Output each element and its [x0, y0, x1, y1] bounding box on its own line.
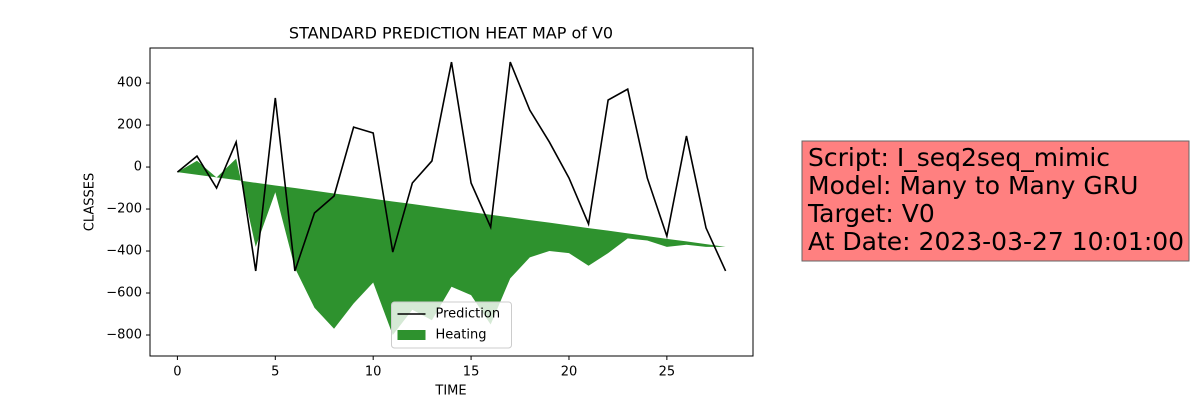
info-line: Script: I_seq2seq_mimic [808, 143, 1110, 172]
y-tick-label: −200 [106, 202, 142, 217]
x-tick-label: 15 [463, 365, 480, 380]
legend-label: Heating [436, 328, 487, 343]
info-line: Model: Many to Many GRU [808, 171, 1138, 200]
x-tick-label: 20 [561, 365, 578, 380]
x-tick-label: 25 [659, 365, 676, 380]
info-box [801, 140, 1190, 262]
legend-label: Prediction [436, 307, 501, 322]
x-axis-label: TIME [434, 384, 466, 399]
chart-title: STANDARD PREDICTION HEAT MAP of V0 [289, 24, 613, 43]
x-tick-label: 10 [365, 365, 382, 380]
x-tick-label: 5 [271, 365, 279, 380]
plot-frame [149, 47, 754, 357]
legend-swatch [397, 330, 426, 340]
y-tick-label: −600 [106, 286, 142, 301]
y-tick-label: −400 [106, 244, 142, 259]
info-line: Target: V0 [807, 199, 935, 228]
y-tick-label: 400 [117, 76, 142, 91]
info-line: At Date: 2023-03-27 10:01:00 [808, 227, 1184, 256]
x-tick-label: 0 [173, 365, 181, 380]
heating-area [177, 158, 726, 336]
prediction-line [176, 61, 727, 272]
y-tick-label: 200 [117, 118, 142, 133]
y-tick-label: −800 [106, 328, 142, 343]
y-tick-label: 0 [134, 160, 142, 175]
y-axis-label: CLASSES [83, 173, 98, 231]
